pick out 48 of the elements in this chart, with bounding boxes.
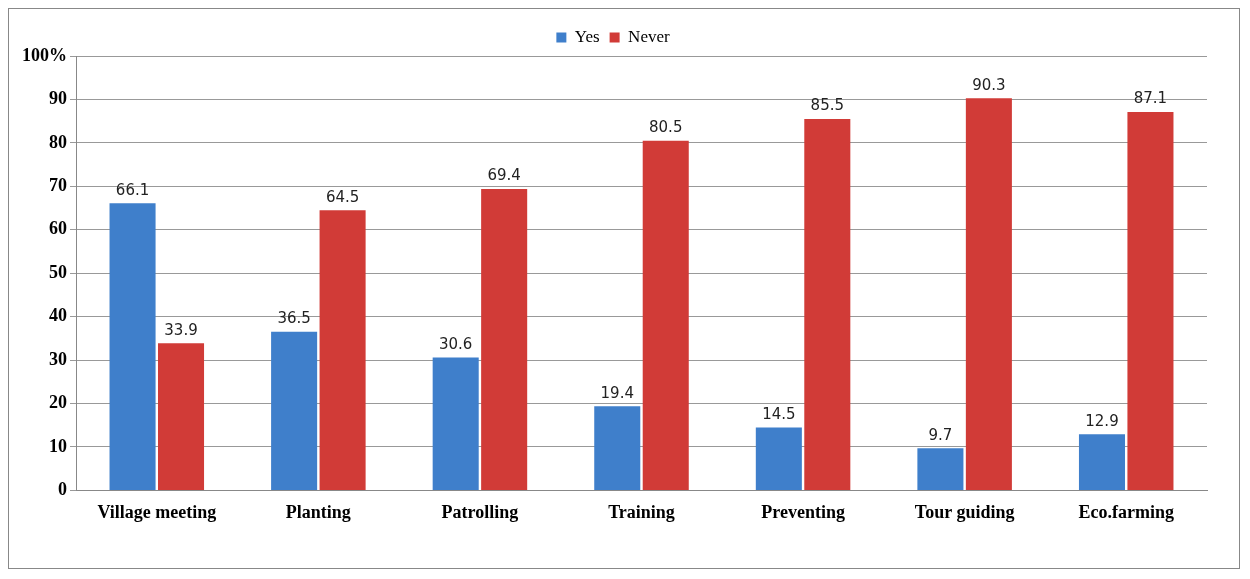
bar [917,448,964,490]
y-tick-label: 70 [49,174,67,195]
y-tick-label: 0 [58,479,67,500]
bar [432,357,479,490]
y-tick-label: 30 [49,348,67,369]
y-tick-label: 80 [49,131,67,152]
bar [755,427,802,490]
y-tick-label: 100% [22,44,67,65]
bar [804,118,851,490]
data-label: 19.4 [600,383,634,402]
data-label: 36.5 [277,309,311,328]
data-label: 90.3 [972,75,1006,94]
data-label: 87.1 [1133,89,1168,108]
bar [109,203,156,490]
bar [271,331,318,490]
data-label: 85.5 [810,96,845,115]
data-label: 80.5 [649,118,683,137]
bar [594,406,641,490]
legend-label: Yes [574,26,600,46]
data-label: 64.5 [325,187,360,206]
x-tick-label: Planting [285,501,351,522]
data-label: 66.1 [115,180,150,199]
bar [1078,434,1125,490]
y-tick-label: 60 [49,218,67,239]
bar [965,98,1012,490]
x-tick-label: Training [608,501,675,522]
y-tick-label: 90 [49,88,67,109]
bar [642,140,689,490]
x-tick-label: Eco.farming [1078,501,1174,522]
x-tick-label: Village meeting [97,501,217,522]
legend-label: Never [628,26,670,46]
data-label: 9.7 [928,425,953,444]
y-tick-label: 50 [49,261,67,282]
data-label: 69.4 [487,166,521,185]
y-tick-label: 40 [49,305,67,326]
y-tick-label: 10 [49,435,67,456]
bar [481,188,528,490]
data-label: 33.9 [164,320,198,339]
data-label: 30.6 [438,334,473,353]
x-tick-label: Patrolling [441,501,519,522]
bar [158,343,205,490]
bar [319,210,366,490]
x-tick-label: Tour guiding [914,501,1015,522]
x-tick-label: Preventing [761,501,845,522]
data-label: 12.9 [1085,411,1119,430]
bar [1127,112,1174,490]
y-tick-label: 20 [49,392,67,413]
data-label: 14.5 [762,404,796,423]
